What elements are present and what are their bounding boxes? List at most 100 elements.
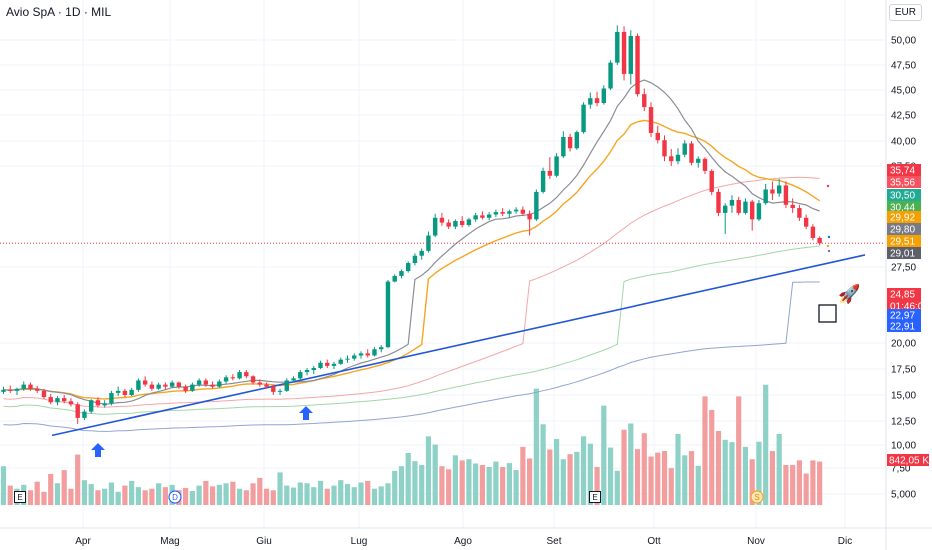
candle-body — [142, 380, 148, 385]
volume-bar — [142, 490, 148, 505]
candle-body — [109, 392, 114, 404]
candle-body — [446, 222, 451, 227]
candle-body — [190, 384, 195, 391]
candle-body — [223, 377, 229, 382]
candle-body — [136, 380, 141, 390]
volume-bar — [358, 482, 364, 505]
candle-body — [156, 384, 161, 389]
volume-bar — [493, 461, 499, 505]
candle-body — [284, 380, 289, 391]
volume-bar — [553, 439, 560, 505]
volume-bar — [115, 491, 121, 505]
candle-body — [810, 226, 816, 238]
candle-body — [75, 404, 80, 418]
volume-bar — [817, 461, 823, 505]
candle-body — [466, 219, 472, 226]
trendline[interactable] — [51, 254, 866, 437]
candle-body — [480, 215, 485, 218]
price-tag-label: 24,85 — [890, 290, 915, 301]
candle-body — [453, 220, 458, 227]
ema-20-line — [3, 119, 820, 400]
volume-bar — [702, 396, 708, 505]
volume-tag — [887, 454, 929, 466]
volume-bar — [243, 490, 249, 505]
volume-bar — [34, 481, 40, 505]
candle-body — [28, 384, 33, 389]
candle-body — [540, 170, 546, 192]
candle-body — [696, 158, 701, 163]
candle-body — [183, 386, 188, 391]
y-tick-label: 12,50 — [891, 417, 916, 428]
volume-bar — [196, 485, 202, 505]
candle-body — [486, 214, 492, 218]
volume-bar — [419, 465, 425, 505]
price-tag — [887, 320, 921, 332]
currency-selector[interactable]: EUR — [888, 4, 922, 21]
candle-body — [615, 31, 620, 63]
y-tick-label: 42,50 — [891, 111, 916, 122]
candle-body — [749, 201, 755, 220]
candle-body — [372, 349, 377, 356]
volume-bar — [290, 487, 297, 505]
candle-body — [702, 158, 708, 171]
volume-bar — [41, 491, 47, 505]
candle-body — [473, 215, 478, 220]
time-axis[interactable]: Apr Mag Giu Lug Ago Set Ott Nov Dic — [75, 536, 852, 547]
candle-body — [41, 390, 47, 398]
candle-body — [176, 382, 182, 387]
volume-bar — [675, 433, 681, 505]
candle-body — [561, 136, 566, 157]
price-tag-label: 29,01 — [890, 249, 915, 260]
volume-bar — [634, 449, 641, 505]
volume-bar — [736, 396, 742, 505]
candle-body — [729, 199, 735, 206]
candle-body — [8, 389, 13, 391]
candle-body — [770, 189, 775, 194]
volume-bar — [763, 384, 769, 505]
y-tick-label: 20,00 — [891, 339, 916, 350]
volume-bar — [769, 451, 776, 505]
candle-body — [588, 98, 593, 105]
candle-body — [669, 156, 674, 162]
candle-body — [1, 389, 6, 392]
candle-body — [628, 35, 633, 74]
x-tick-label: Nov — [747, 536, 765, 547]
volume-bar — [183, 487, 189, 505]
volume-bar — [405, 453, 411, 505]
y-tick-label: 15,00 — [891, 391, 916, 402]
price-tag — [887, 288, 921, 300]
candle-body — [325, 362, 330, 366]
volume-bar — [324, 488, 330, 505]
volume-bar — [7, 485, 13, 505]
volume-bar — [803, 473, 809, 505]
volume-bar — [695, 465, 701, 505]
candle-body — [230, 377, 236, 379]
x-tick-label: Ott — [647, 536, 661, 547]
candle-body — [534, 191, 539, 220]
volume-bar — [344, 484, 351, 505]
y-tick-label: 5,000 — [891, 490, 916, 501]
volume-bar — [189, 491, 195, 505]
candle-body — [345, 358, 350, 360]
candle-body — [648, 107, 654, 133]
candle-body — [102, 403, 107, 406]
volume-bar — [385, 483, 391, 505]
candle-body — [756, 203, 762, 220]
volume-bar — [95, 490, 101, 505]
x-tick-label: Ago — [454, 536, 472, 547]
candle-body — [298, 372, 303, 379]
volume-bar — [209, 486, 216, 505]
price-tag — [887, 309, 921, 321]
x-tick-label: Dic — [838, 536, 852, 547]
volume-bar — [48, 473, 54, 505]
volume-bar — [607, 447, 614, 505]
candle-body — [776, 185, 782, 194]
volume-bar — [776, 433, 782, 505]
earnings-marker-label: E — [17, 493, 22, 502]
volume-bar — [439, 466, 445, 505]
price-axis[interactable]: 50,0047,5045,0042,5040,0037,5027,5020,00… — [891, 36, 916, 501]
split-marker — [750, 490, 764, 504]
candle-body — [163, 384, 168, 387]
candle-body — [689, 143, 694, 163]
